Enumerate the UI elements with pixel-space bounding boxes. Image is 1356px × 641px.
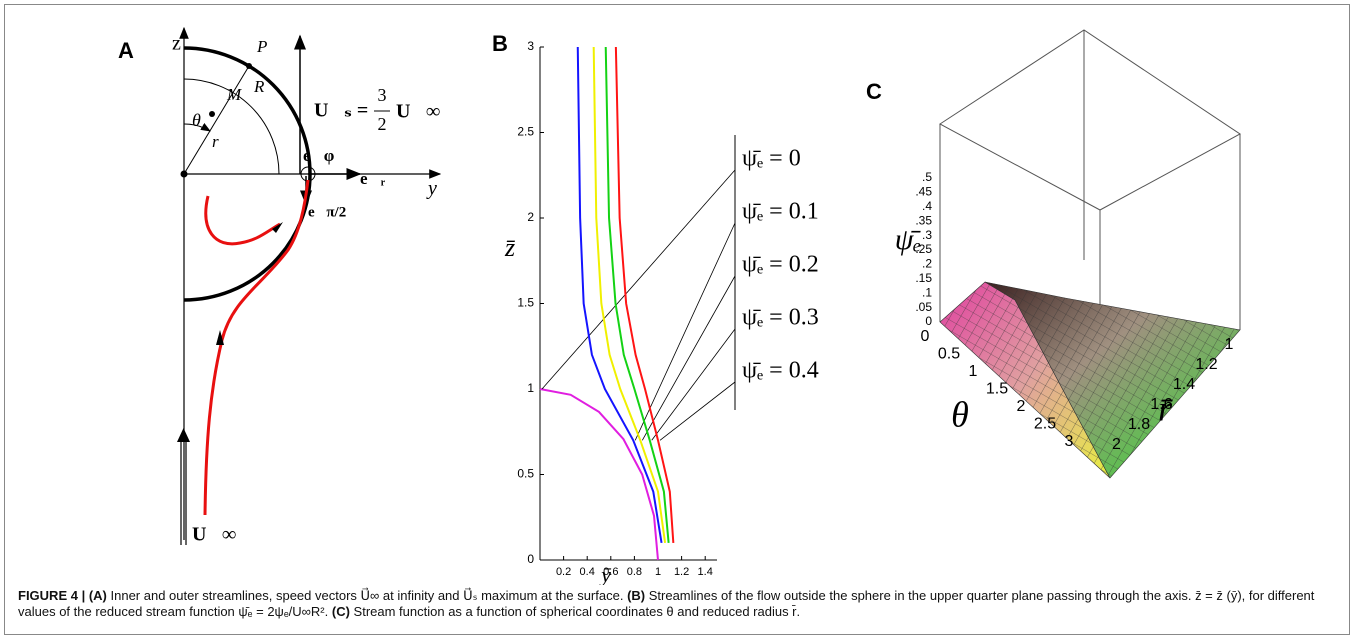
figure: A z y P M R θ r U⃗ₛ = 3 2 U⃗∞ e⃗φ e⃗ᵣ e⃗… <box>0 0 1356 585</box>
z-tick-label: .45 <box>915 185 932 199</box>
z-tick-label: .5 <box>922 170 932 184</box>
streamline <box>540 389 658 560</box>
streamline <box>606 47 669 543</box>
streamline <box>594 47 665 543</box>
origin <box>181 171 188 178</box>
vector-label: U⃗∞ <box>192 524 236 546</box>
z-tick-label: .3 <box>922 228 932 242</box>
x-tick-label: 0.6 <box>603 566 618 578</box>
us-fraction: 3 <box>378 85 387 105</box>
r-tick-label: 1.6 <box>1150 396 1172 413</box>
caption-text: Stream function as a function of spheric… <box>354 604 801 619</box>
y-axis-title: z̄ <box>504 233 516 262</box>
theta-tick-label: 2.5 <box>1034 416 1056 433</box>
y-tick-label: 2 <box>527 210 534 224</box>
caption-tag: (A) <box>89 588 107 603</box>
panel-c: C ψ̄ₑ θ r̄ .5.45.4.35.3.25.2.15.1.05000.… <box>866 30 1240 478</box>
us-fraction: 2 <box>378 114 387 134</box>
panel-label: B <box>492 31 508 56</box>
point-label: P <box>256 37 267 56</box>
r-tick-label: 1.4 <box>1173 376 1195 393</box>
radius-label: r <box>212 132 219 151</box>
z-tick-label: .15 <box>915 271 932 285</box>
leader-line <box>652 329 735 440</box>
theta-tick-label: 0.5 <box>938 346 960 363</box>
leader-line <box>542 170 735 389</box>
u-inf-arrowhead <box>177 428 190 442</box>
annotation: ψ̄ₑ = 0.1 <box>742 199 819 225</box>
panel-label: A <box>118 38 134 63</box>
r-tick-label: 1 <box>1225 336 1234 353</box>
z-tick-label: .35 <box>915 213 932 227</box>
x-tick-label: 0.8 <box>627 566 642 578</box>
axis-label: z <box>172 33 181 55</box>
x-tick-label: 1 <box>655 566 661 578</box>
x-tick-label: 1.2 <box>674 566 689 578</box>
streamline <box>578 47 662 543</box>
panel-label: C <box>866 79 882 104</box>
z-tick-label: .4 <box>922 199 932 213</box>
theta-tick-label: 1.5 <box>986 381 1008 398</box>
inner-streamline <box>206 196 280 244</box>
annotation: ψ̄ₑ = 0.3 <box>742 305 819 331</box>
us-label: U⃗∞ <box>396 101 440 123</box>
theta-tick-label: 3 <box>1065 433 1074 450</box>
y-tick-label: 2.5 <box>517 125 534 139</box>
y-tick-label: 3 <box>527 39 534 53</box>
caption-tag: (C) <box>332 604 350 619</box>
caption-text: Inner and outer streamlines, speed vecto… <box>111 588 624 603</box>
z-tick-label: .25 <box>915 242 932 256</box>
point-label: M <box>226 85 242 104</box>
point <box>246 63 252 69</box>
z-tick-label: 0 <box>925 314 932 328</box>
leader-line <box>642 276 735 440</box>
y-tick-label: 0.5 <box>517 467 534 481</box>
annotation: ψ̄ₑ = 0.2 <box>742 252 819 278</box>
y-tick-label: 1 <box>527 381 534 395</box>
angle-label: θ <box>192 110 201 130</box>
theta-axis-title: θ <box>951 394 969 434</box>
caption-tag: (B) <box>627 588 645 603</box>
x-tick-label: 0.2 <box>556 566 571 578</box>
vector-label: e⃗π/2 <box>308 204 346 220</box>
x-tick-label: 0.4 <box>580 566 595 578</box>
caption: FIGURE 4 | (A) Inner and outer streamlin… <box>18 588 1338 620</box>
theta-tick-label: 0 <box>921 328 930 345</box>
z-tick-label: .05 <box>915 300 932 314</box>
vector-label: e⃗φ <box>303 146 335 165</box>
box-top <box>940 30 1240 210</box>
caption-figure: FIGURE 4 | <box>18 588 85 603</box>
vector-label: e⃗ᵣ <box>360 169 386 188</box>
annotation: ψ̄ₑ = 0.4 <box>742 358 819 384</box>
point-label: R <box>253 77 265 96</box>
us-label: U⃗ₛ = <box>314 100 368 122</box>
annotation: ψ̄ₑ = 0 <box>742 146 801 172</box>
panel-a: A z y P M R θ r U⃗ₛ = 3 2 U⃗∞ e⃗φ e⃗ᵣ e⃗… <box>118 28 440 546</box>
r-tick-label: 1.8 <box>1128 416 1150 433</box>
r-tick-label: 1.2 <box>1195 356 1217 373</box>
y-tick-label: 0 <box>527 552 534 566</box>
r-tick-label: 2 <box>1112 436 1121 453</box>
z-tick-label: .2 <box>922 257 932 271</box>
outer-streamline <box>205 180 308 515</box>
axis-label: y <box>426 178 437 200</box>
leader-line <box>660 382 735 440</box>
x-tick-label: 1.4 <box>698 566 713 578</box>
y-tick-label: 1.5 <box>517 296 534 310</box>
theta-tick-label: 2 <box>1017 398 1026 415</box>
point <box>209 111 215 117</box>
z-tick-label: .1 <box>922 285 932 299</box>
theta-tick-label: 1 <box>969 363 978 380</box>
